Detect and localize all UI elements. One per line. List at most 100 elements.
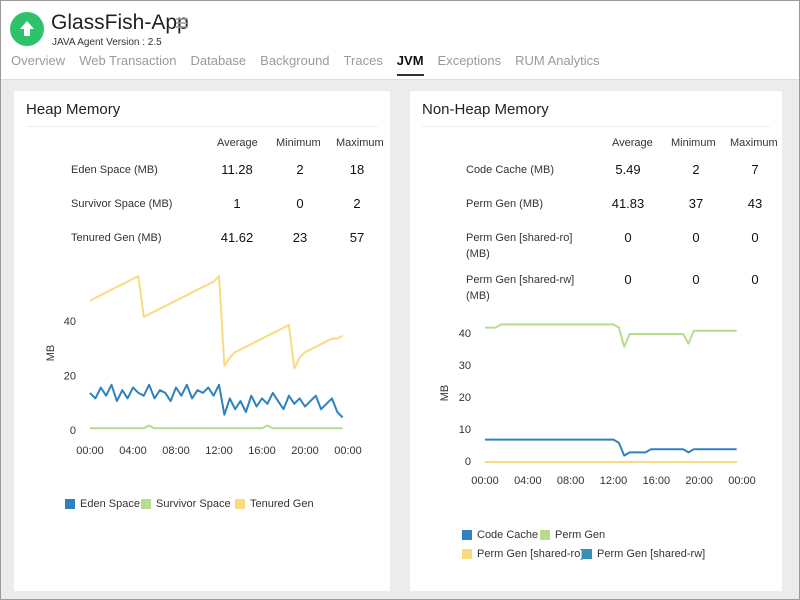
menu-icon[interactable] xyxy=(176,18,188,28)
series-line xyxy=(485,438,737,457)
y-tick-label: 10 xyxy=(459,424,471,436)
table-value: 0 xyxy=(692,230,700,245)
row-label: Eden Space (MB) xyxy=(71,164,158,176)
x-tick-label: 08:00 xyxy=(557,475,585,487)
legend-label: Perm Gen [shared-ro] xyxy=(477,548,583,560)
x-tick-label: 00:00 xyxy=(334,445,362,457)
y-tick-label: 0 xyxy=(465,456,471,468)
table-value: 0 xyxy=(751,230,759,245)
tab[interactable]: Overview xyxy=(11,53,66,68)
legend-label: Survivor Space xyxy=(156,498,231,510)
table-value: 2 xyxy=(353,196,361,211)
x-tick-label: 00:00 xyxy=(728,475,756,487)
table-value: 0 xyxy=(624,230,632,245)
table-value: 0 xyxy=(296,196,304,211)
y-tick-label: 20 xyxy=(64,371,76,383)
panel-title: Heap Memory xyxy=(26,101,121,118)
column-header: Average xyxy=(217,137,258,149)
legend-swatch[interactable] xyxy=(462,549,472,559)
table-value: 23 xyxy=(292,230,308,245)
table-value: 41.62 xyxy=(220,230,254,245)
table-value: 0 xyxy=(751,272,759,287)
header: GlassFish-App JAVA Agent Version : 2.5 O… xyxy=(1,1,799,80)
row-label: Perm Gen [shared-ro] (MB) xyxy=(466,232,573,260)
table-value: 1 xyxy=(233,196,241,211)
table-value: 37 xyxy=(688,196,704,211)
column-header: Maximum xyxy=(730,137,778,149)
legend-swatch[interactable] xyxy=(65,499,75,509)
series-line xyxy=(485,323,737,348)
x-tick-label: 04:00 xyxy=(119,445,147,457)
x-tick-label: 08:00 xyxy=(162,445,190,457)
table-value: 11.28 xyxy=(221,162,253,177)
legend-swatch[interactable] xyxy=(582,549,592,559)
table-value: 18 xyxy=(349,162,365,177)
separator xyxy=(26,126,378,127)
app-subtitle: JAVA Agent Version : 2.5 xyxy=(52,37,162,48)
table-value: 5.49 xyxy=(615,162,641,177)
y-tick-label: 40 xyxy=(459,328,471,340)
separator xyxy=(422,126,770,127)
x-tick-label: 20:00 xyxy=(685,475,713,487)
row-label: Tenured Gen (MB) xyxy=(71,232,162,244)
table-value: 0 xyxy=(624,272,632,287)
table-value: 0 xyxy=(692,272,700,287)
legend-swatch[interactable] xyxy=(540,530,550,540)
x-tick-label: 16:00 xyxy=(248,445,276,457)
x-tick-label: 00:00 xyxy=(76,445,104,457)
legend-label: Code Cache xyxy=(477,529,538,541)
legend-label: Perm Gen [shared-rw] xyxy=(597,548,705,560)
tab[interactable]: Exceptions xyxy=(437,53,502,68)
table-value: 43 xyxy=(747,196,763,211)
row-label: Perm Gen (MB) xyxy=(466,198,544,210)
legend-swatch[interactable] xyxy=(462,530,472,540)
tab[interactable]: Background xyxy=(260,53,330,68)
table-value: 2 xyxy=(296,162,304,177)
tab-bar: Overview Web Transaction Database Backgroun… xyxy=(11,53,600,76)
tab[interactable]: RUM Analytics xyxy=(515,53,600,68)
table-value: 41.83 xyxy=(611,196,645,211)
y-axis-label: MB xyxy=(439,385,451,402)
legend-label: Perm Gen xyxy=(555,529,605,541)
legend-label: Eden Space xyxy=(80,498,140,510)
table-value: 7 xyxy=(751,162,759,177)
tab[interactable]: Web Transaction xyxy=(79,53,177,68)
column-header: Average xyxy=(612,137,653,149)
y-tick-label: 30 xyxy=(459,360,471,372)
y-axis-label: MB xyxy=(45,345,57,362)
x-tick-label: 04:00 xyxy=(514,475,542,487)
tab[interactable]: Database xyxy=(190,53,247,68)
panel: 0 10 20 30 40 00:00 04:00 08:00 12:00 16:00 20:00 0… xyxy=(410,91,782,591)
row-label: Code Cache (MB) xyxy=(466,164,555,176)
series-line xyxy=(89,275,344,370)
legend-label: Tenured Gen xyxy=(250,498,314,510)
app-icon xyxy=(10,12,44,46)
series-line xyxy=(89,383,344,419)
y-tick-label: 20 xyxy=(459,392,471,404)
column-header: Maximum xyxy=(336,137,384,149)
table-value: 57 xyxy=(349,230,365,245)
x-tick-label: 12:00 xyxy=(205,445,233,457)
series-line xyxy=(90,424,343,430)
y-tick-label: 0 xyxy=(70,425,76,437)
row-label: Perm Gen [shared-rw] (MB) xyxy=(466,274,575,302)
row-label: Survivor Space (MB) xyxy=(71,198,173,210)
y-tick-label: 40 xyxy=(64,316,76,328)
x-tick-label: 00:00 xyxy=(471,475,499,487)
tab[interactable]: Traces xyxy=(343,53,383,68)
legend-swatch[interactable] xyxy=(141,499,151,509)
table-value: 2 xyxy=(692,162,700,177)
legend-swatch[interactable] xyxy=(235,499,245,509)
app-title: GlassFish-App xyxy=(51,11,189,34)
x-tick-label: 12:00 xyxy=(600,475,628,487)
tab[interactable]: JVM xyxy=(396,53,424,76)
column-header: Minimum xyxy=(671,137,716,149)
x-tick-label: 20:00 xyxy=(291,445,319,457)
x-tick-label: 16:00 xyxy=(643,475,671,487)
chart: 0 10 20 30 40 00:00 04:00 08:00 12:00 16:00 20:00 0… xyxy=(439,323,756,560)
panel-title: Non-Heap Memory xyxy=(422,101,549,118)
column-header: Minimum xyxy=(276,137,321,149)
chart: 0 20 40 00:00 04:00 08:00 12:00 16:00 20:00 00:00… xyxy=(45,275,362,510)
panel: 0 20 40 00:00 04:00 08:00 12:00 16:00 20:00 00:00… xyxy=(14,91,390,591)
